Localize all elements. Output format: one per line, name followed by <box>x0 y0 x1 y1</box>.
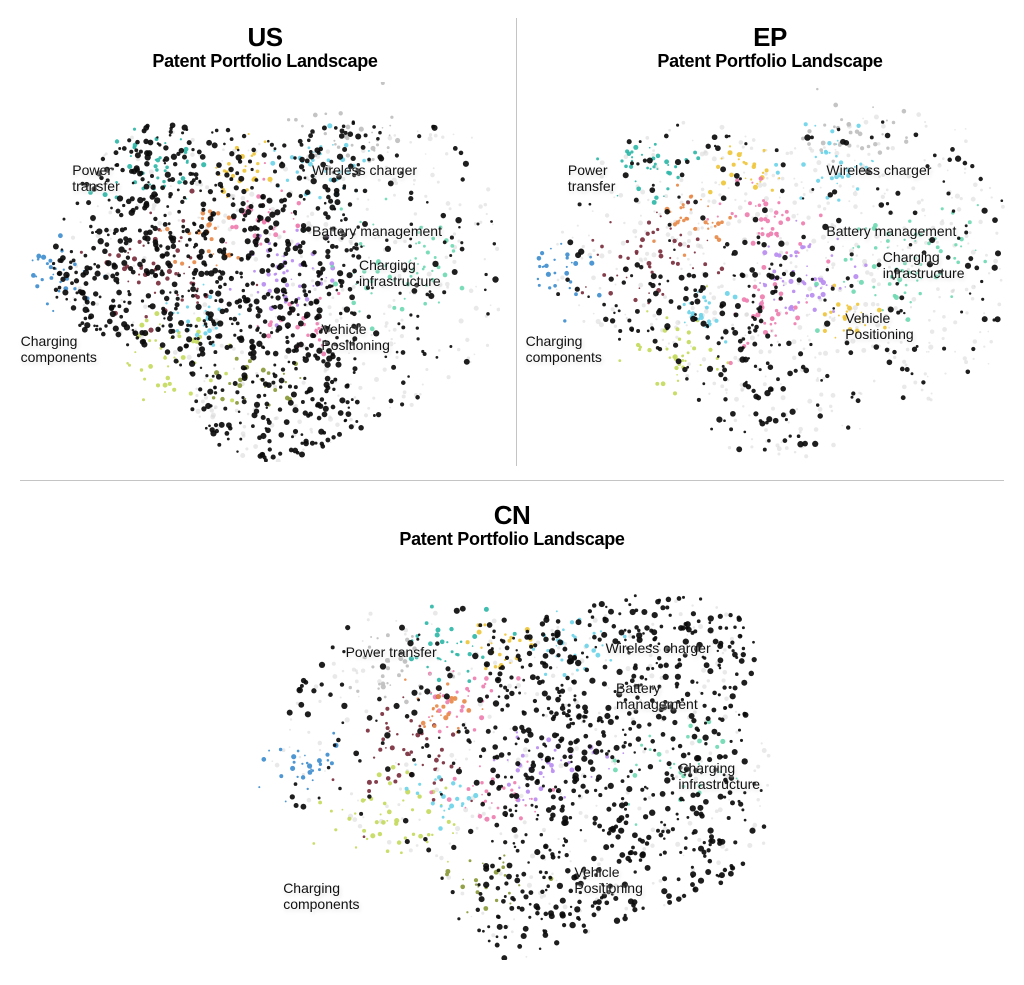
panel-us-subtitle: Patent Portfolio Landscape <box>20 51 510 72</box>
panel-cn-scatter <box>252 560 772 960</box>
panel-cn-subtitle: Patent Portfolio Landscape <box>242 529 782 550</box>
panel-us-title: US <box>20 22 510 53</box>
panel-us: US Patent Portfolio Landscape Power tran… <box>20 22 510 462</box>
panel-cn: CN Patent Portfolio Landscape Power tran… <box>242 500 782 960</box>
divider-vertical <box>516 18 517 466</box>
panel-us-scatter <box>30 82 500 462</box>
panel-ep-scatter-wrap: Power transferWireless chargerBattery ma… <box>535 82 1005 462</box>
divider-horizontal <box>20 480 1004 481</box>
panel-ep-subtitle: Patent Portfolio Landscape <box>525 51 1015 72</box>
panel-ep-scatter <box>535 82 1005 462</box>
panel-ep: EP Patent Portfolio Landscape Power tran… <box>525 22 1015 462</box>
page-root: US Patent Portfolio Landscape Power tran… <box>0 0 1024 985</box>
panel-us-scatter-wrap: Power transferWireless chargerBattery ma… <box>30 82 500 462</box>
panel-ep-title: EP <box>525 22 1015 53</box>
panel-cn-title: CN <box>242 500 782 531</box>
panel-cn-scatter-wrap: Power transferWireless chargerBattery ma… <box>252 560 772 960</box>
